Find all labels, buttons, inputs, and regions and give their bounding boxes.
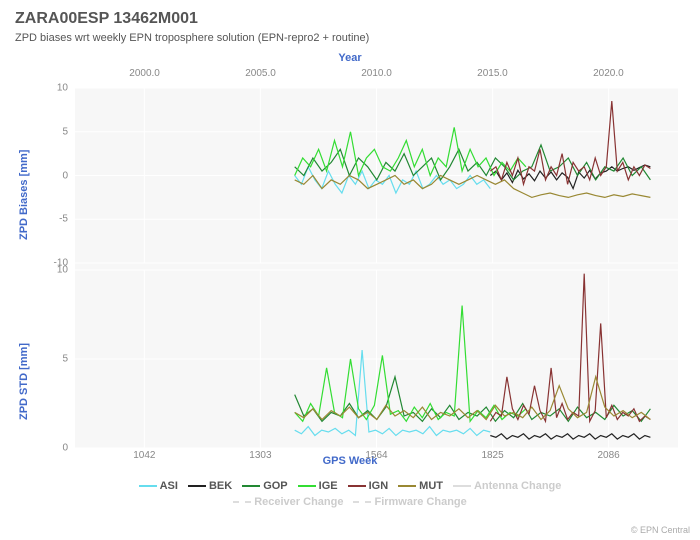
legend-item-IGN: IGN [348,478,389,494]
bottom-tick: 2086 [598,450,620,461]
y-tick: 10 [57,83,68,94]
chart-container: ZARA00ESP 13462M001 ZPD biases wrt weekl… [0,0,700,540]
y-tick: -5 [59,214,68,225]
y-tick: 0 [62,170,68,181]
series-IGE [295,306,526,422]
top-tick: 2015.0 [477,68,508,79]
series-IGN [490,274,650,422]
top-tick: 2000.0 [129,68,160,79]
legend-item-antenna: Antenna Change [453,478,561,494]
legend-item-Receiver Change: Receiver Change [233,494,343,510]
top-tick: 2020.0 [593,68,624,79]
legend-item-MUT: MUT [398,478,443,494]
bottom-tick: 1825 [481,450,503,461]
footer-credit: © EPN Central [631,525,690,535]
series-IGN [490,101,650,184]
legend-item-GOP: GOP [242,478,287,494]
series-BEK [490,434,650,439]
top-tick: 2005.0 [245,68,276,79]
bottom-tick: 1564 [365,450,387,461]
series-ASI [295,350,491,435]
y-tick: 5 [62,126,68,137]
bottom-tick: 1303 [249,450,271,461]
legend-item-IGE: IGE [298,478,338,494]
y-tick: 10 [57,265,68,276]
legend-item-ASI: ASI [139,478,178,494]
legend: ASI BEK GOP IGE IGN MUT Antenna Change Receiver… [0,478,700,510]
legend-item-BEK: BEK [188,478,232,494]
y-tick: 5 [62,354,68,365]
y-tick: 0 [62,443,68,454]
top-tick: 2010.0 [361,68,392,79]
legend-item-Firmware Change: Firmware Change [353,494,466,510]
bottom-axis-title: GPS Week [0,455,700,467]
series-ASI [295,167,491,193]
bottom-tick: 1042 [133,450,155,461]
